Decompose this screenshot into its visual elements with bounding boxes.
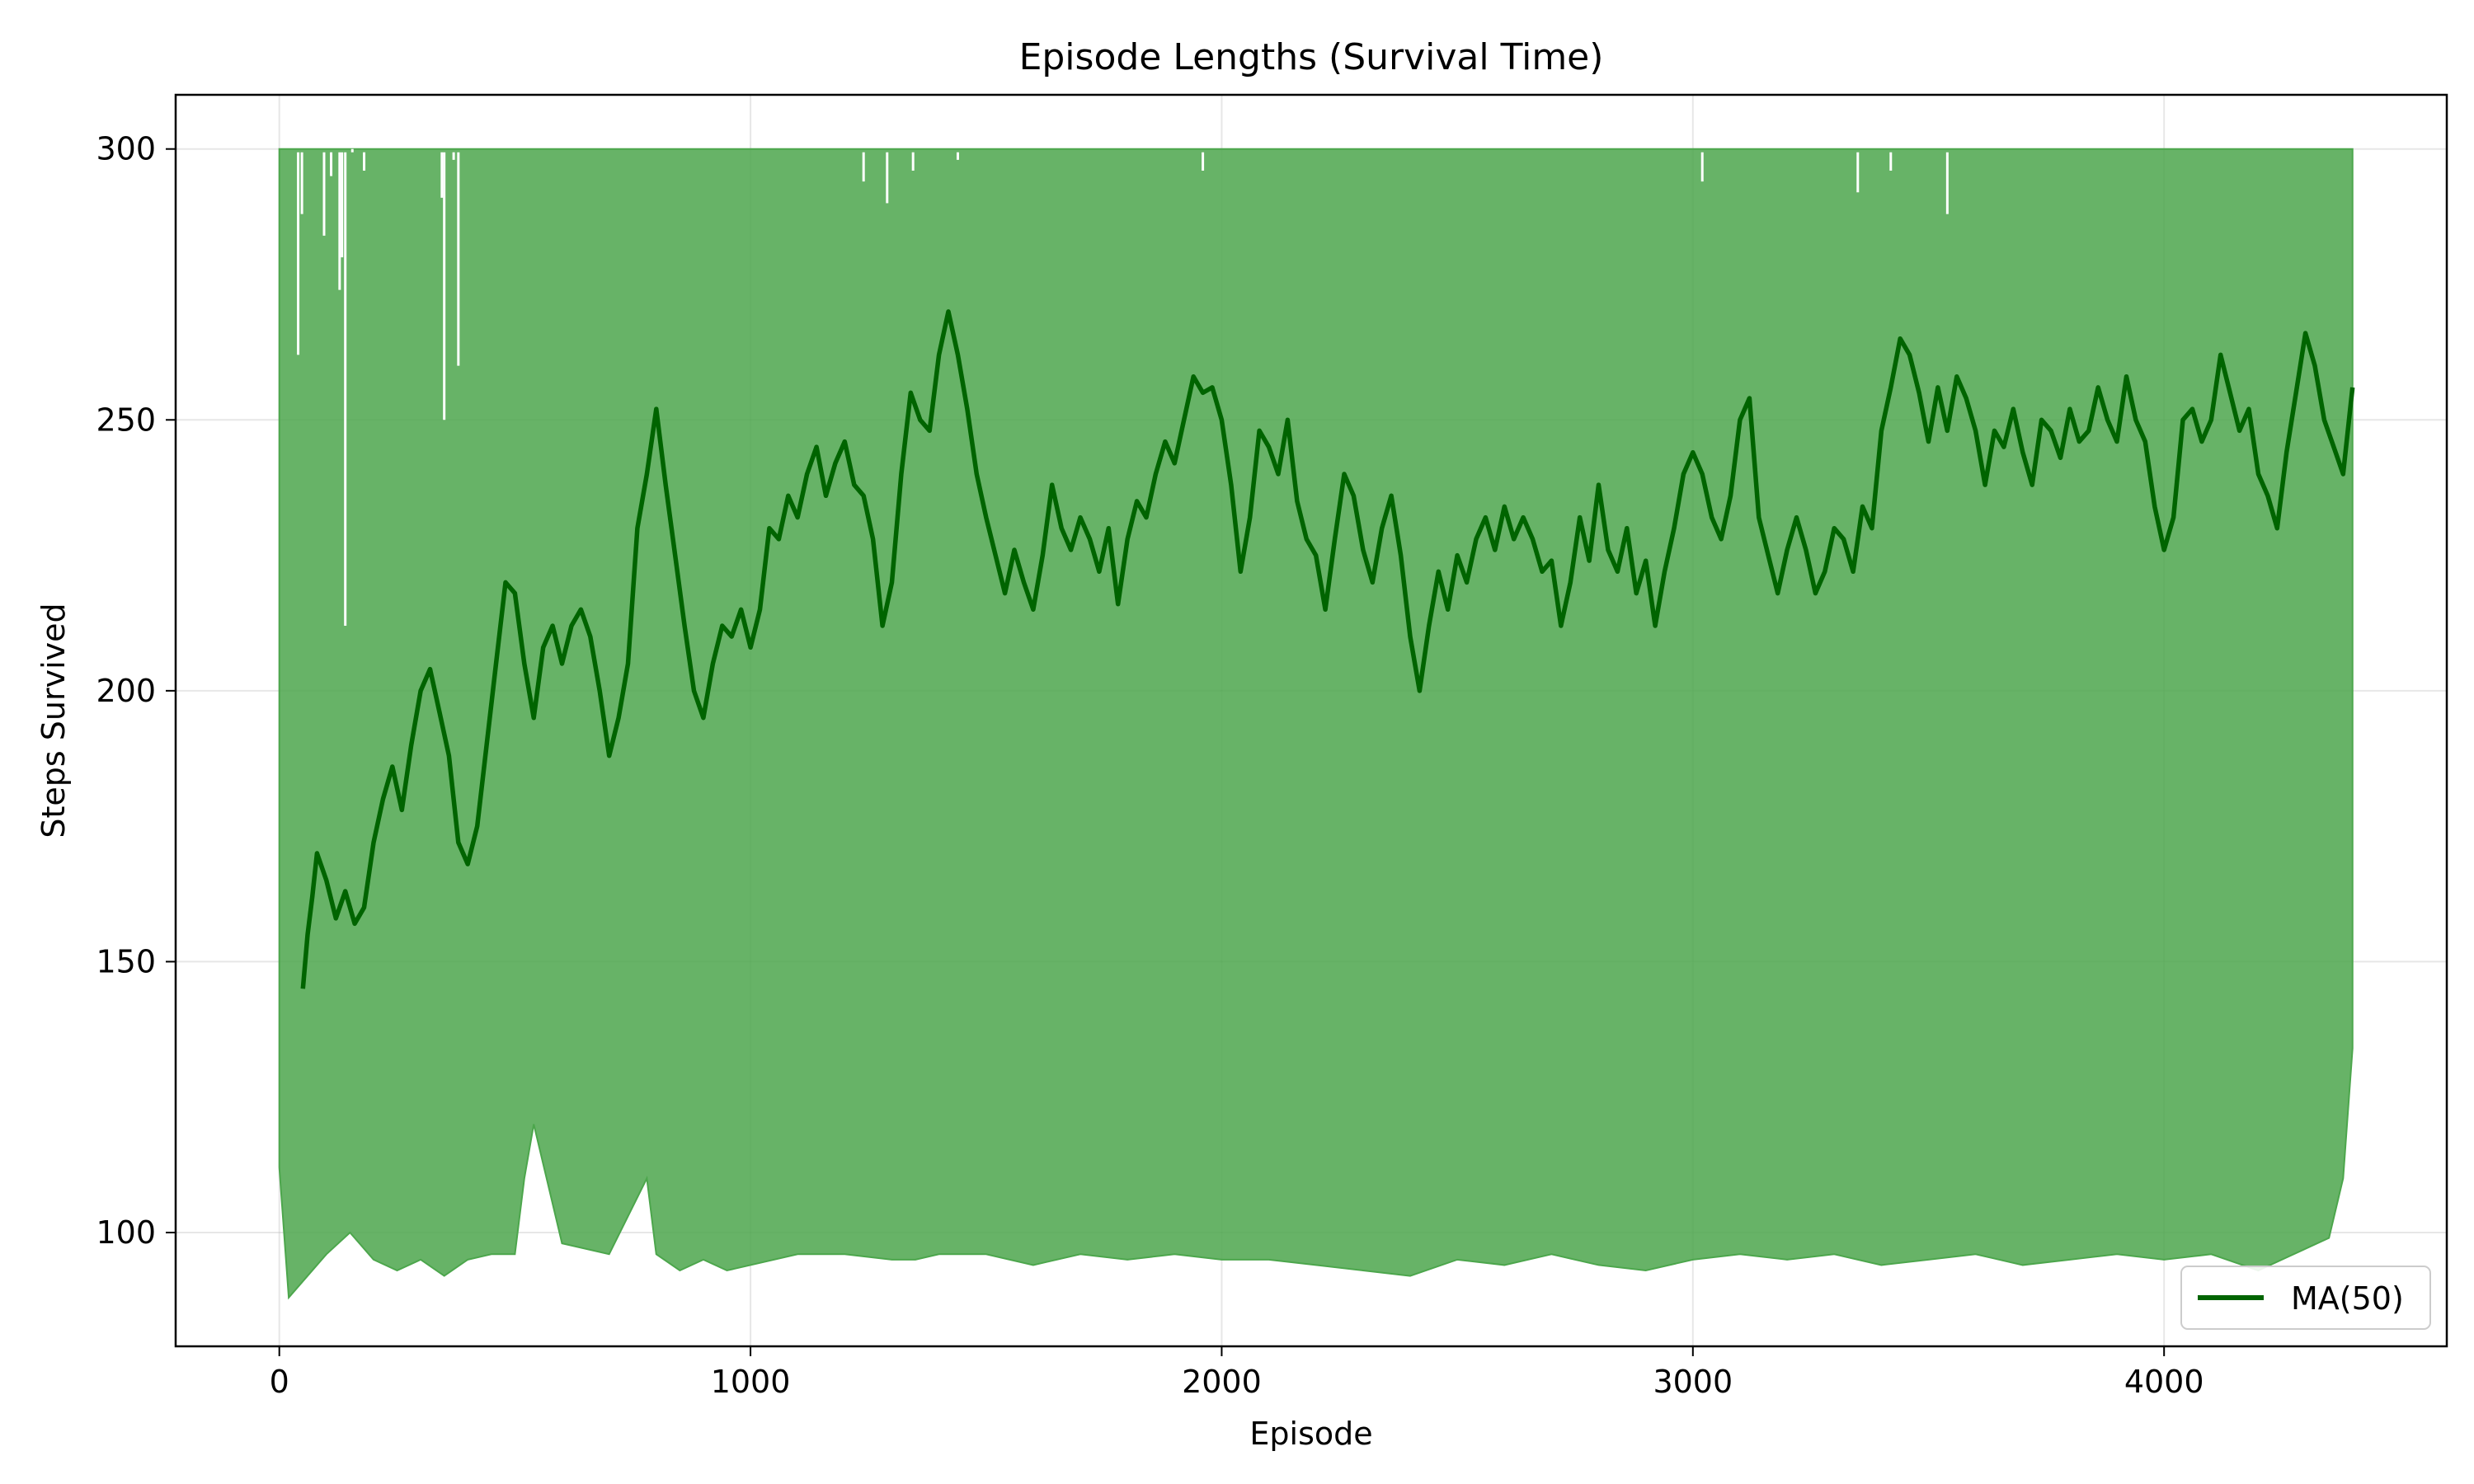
chart-title: Episode Lengths (Survival Time): [1019, 36, 1604, 78]
x-tick-label: 0: [270, 1364, 289, 1400]
x-tick-label: 4000: [2124, 1364, 2204, 1400]
y-tick-label: 200: [96, 673, 156, 709]
moving-average-series: [300, 309, 2355, 989]
x-tick-label: 2000: [1182, 1364, 1262, 1400]
x-axis-label: Episode: [1249, 1416, 1372, 1452]
legend-box: [2180, 1266, 2431, 1330]
x-tick-label: 1000: [711, 1364, 791, 1400]
legend: MA(50): [2180, 1266, 2431, 1330]
y-tick-label: 100: [96, 1214, 156, 1251]
axis-ticks: 0 1000 2000 3000 4000 100 150 200 250 300: [96, 131, 2204, 1400]
legend-label-ma50: MA(50): [2291, 1280, 2404, 1317]
raw-episode-band: [278, 148, 2354, 1300]
y-tick-label: 150: [96, 943, 156, 979]
plot-area-frame: [174, 93, 2448, 1348]
raw-episode-lengths-series: [278, 148, 2354, 1300]
x-tick-label: 3000: [1653, 1364, 1733, 1400]
ma50-line: [300, 309, 2355, 989]
y-axis-label: Steps Survived: [35, 603, 72, 838]
y-tick-label: 250: [96, 402, 156, 438]
y-tick-label: 300: [96, 131, 156, 167]
